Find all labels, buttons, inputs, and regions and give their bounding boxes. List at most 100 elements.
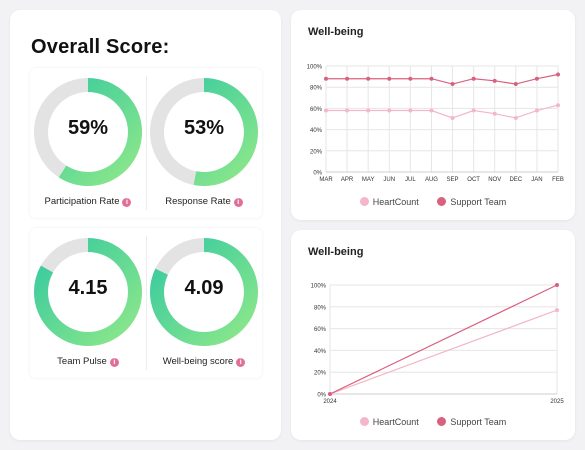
donut-progress-arc [150, 238, 258, 346]
data-point-heartcount[interactable] [471, 108, 476, 113]
chart-title: Well-being [308, 26, 364, 38]
legend-dot-support-team [437, 197, 447, 206]
well-being-yearly-card: Well-being 0% 20% 40% 60% 80% 100% 2024 2025 He… [291, 230, 575, 440]
x-tick-label: 2024 [323, 399, 337, 405]
series-line-support-team [329, 284, 558, 395]
response-rate-label-row: Response Rate i [146, 196, 262, 207]
data-point-heartcount[interactable] [345, 108, 350, 113]
participation-rate-label-row: Participation Rate i [30, 196, 146, 207]
data-point-support-team[interactable] [492, 78, 497, 83]
kpi-team-pulse[interactable]: 4.15 Team Pulse i [30, 228, 146, 378]
x-tick-label: OCT [467, 177, 480, 183]
y-tick-label: 80% [310, 86, 323, 92]
legend-item-support-team[interactable]: Support Team [437, 417, 506, 427]
kpi-tile-group-top: 59% Participation Rate i 53% Response Rat… [30, 68, 262, 218]
data-point-support-team[interactable] [429, 76, 434, 81]
x-tick-label: NOV [488, 177, 501, 183]
tile-divider [146, 236, 147, 370]
response-rate-value: 53% [183, 117, 225, 139]
donut-progress-arc [34, 78, 142, 186]
y-tick-label: 60% [314, 327, 327, 333]
data-point-heartcount[interactable] [555, 308, 559, 313]
y-tick-label: 0% [317, 393, 326, 399]
y-tick-label: 100% [307, 65, 323, 71]
data-point-heartcount[interactable] [366, 108, 371, 113]
response-rate-donut [150, 78, 258, 186]
data-point-support-team[interactable] [556, 72, 560, 77]
well-being-score-value: 4.09 [184, 277, 224, 299]
data-point-support-team[interactable] [345, 76, 350, 81]
legend-dot-heartcount [359, 417, 369, 426]
chart-legend: HeartCount Support Team [291, 197, 575, 207]
kpi-tile-group-bottom: 4.15 Team Pulse i 4.09 Well-being score i [30, 228, 262, 378]
data-point-support-team[interactable] [450, 82, 455, 87]
data-point-heartcount[interactable] [556, 103, 560, 108]
data-point-support-team[interactable] [555, 283, 559, 287]
data-point-heartcount[interactable] [450, 115, 455, 120]
x-tick-label: FEB [552, 177, 564, 183]
series-line-heartcount [326, 104, 559, 119]
kpi-participation-rate[interactable]: 59% Participation Rate i [30, 68, 146, 218]
participation-rate-donut [34, 78, 142, 186]
info-icon[interactable]: i [109, 358, 119, 367]
y-tick-label: 100% [311, 284, 327, 290]
data-point-support-team[interactable] [513, 82, 518, 87]
kpi-response-rate[interactable]: 53% Response Rate i [146, 68, 262, 218]
y-tick-label: 20% [314, 371, 327, 377]
well-being-monthly-card: Well-being 0% 20% 40% 60% 80% 100% MAR APR MAY JU… [291, 10, 575, 220]
donut-progress-arc [150, 78, 258, 186]
info-icon[interactable]: i [122, 198, 132, 207]
x-tick-label: MAR [319, 177, 333, 183]
legend-item-heartcount[interactable]: HeartCount [359, 197, 419, 207]
data-point-heartcount[interactable] [429, 108, 434, 113]
series-line-support-team [326, 73, 559, 85]
chart-legend: HeartCount Support Team [291, 417, 575, 427]
data-point-support-team[interactable] [408, 76, 413, 81]
y-tick-label: 80% [314, 305, 327, 311]
data-point-support-team[interactable] [324, 76, 328, 81]
overall-score-card: Overall Score: 59% Participation Rate i 5… [10, 10, 281, 440]
participation-rate-value: 59% [67, 117, 109, 139]
team-pulse-donut [34, 238, 142, 346]
well-being-score-donut [150, 238, 258, 346]
info-icon[interactable]: i [233, 198, 243, 207]
x-tick-label: JUL [405, 177, 416, 183]
data-point-heartcount[interactable] [492, 111, 497, 116]
data-point-support-team[interactable] [471, 76, 476, 81]
legend-dot-heartcount [359, 197, 369, 206]
y-tick-label: 60% [310, 107, 323, 113]
data-point-support-team[interactable] [387, 76, 392, 81]
kpi-well-being-score[interactable]: 4.09 Well-being score i [146, 228, 262, 378]
well-being-score-label-row: Well-being score i [146, 356, 262, 367]
well-being-monthly-chart: 0% 20% 40% 60% 80% 100% MAR APR MAY JUN JUL AUG SEP O… [307, 65, 564, 184]
data-point-support-team[interactable] [328, 392, 332, 396]
team-pulse-label: Team Pulse [57, 356, 107, 367]
legend-label-support-team: Support Team [450, 417, 507, 427]
y-tick-label: 40% [310, 128, 323, 134]
data-point-heartcount[interactable] [513, 115, 518, 120]
well-being-yearly-chart: 0% 20% 40% 60% 80% 100% 2024 2025 [311, 283, 564, 405]
donut-progress-arc [34, 238, 142, 346]
x-tick-label: AUG [425, 177, 438, 183]
info-icon[interactable]: i [236, 358, 246, 367]
well-being-score-label: Well-being score [162, 356, 234, 367]
legend-item-heartcount[interactable]: HeartCount [359, 417, 419, 427]
data-point-support-team[interactable] [366, 76, 371, 81]
x-tick-label: JUN [383, 177, 395, 183]
legend-item-support-team[interactable]: Support Team [437, 197, 506, 207]
data-point-heartcount[interactable] [324, 108, 328, 113]
data-point-support-team[interactable] [534, 76, 539, 81]
chart-title: Well-being [308, 246, 364, 258]
participation-rate-label: Participation Rate [44, 196, 120, 207]
x-tick-label: JAN [531, 177, 542, 183]
data-point-heartcount[interactable] [387, 108, 392, 113]
data-point-heartcount[interactable] [408, 108, 413, 113]
legend-label-heartcount: HeartCount [372, 417, 419, 427]
legend-label-support-team: Support Team [450, 197, 507, 207]
x-tick-label: DEC [509, 177, 522, 183]
overall-score-title: Overall Score: [31, 36, 170, 58]
x-tick-label: MAY [362, 177, 375, 183]
tile-divider [146, 76, 147, 210]
data-point-heartcount[interactable] [534, 108, 539, 113]
y-tick-label: 40% [314, 349, 327, 355]
